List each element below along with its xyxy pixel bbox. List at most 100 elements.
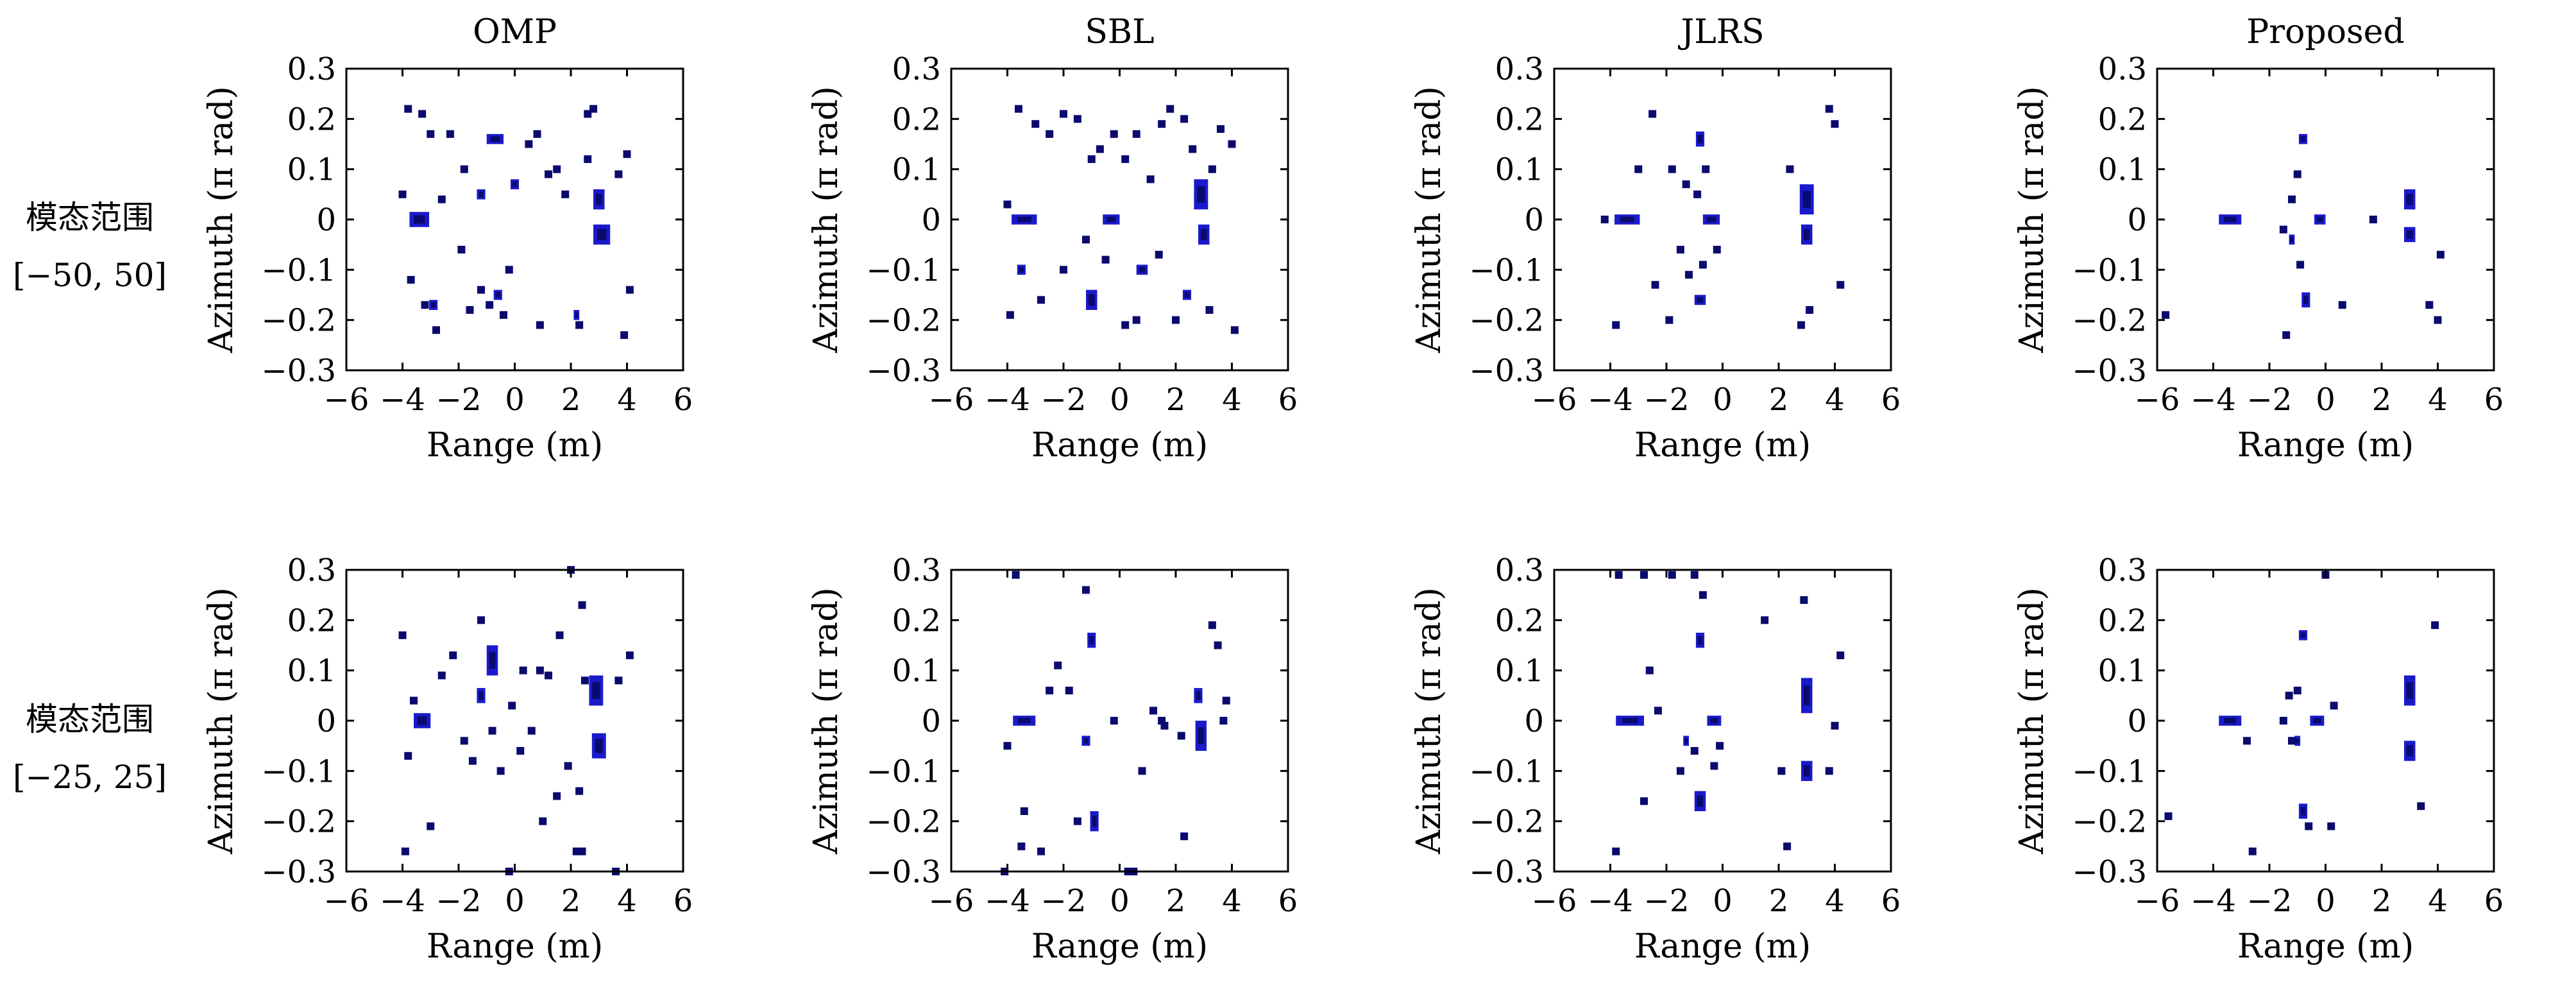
point-mark xyxy=(1640,797,1648,805)
point-mark xyxy=(496,767,505,775)
point-mark xyxy=(575,787,584,795)
x-tick-label: 4 xyxy=(1825,883,1845,919)
y-tick-label: 0.3 xyxy=(2098,553,2147,588)
point-mark xyxy=(1003,742,1012,750)
point-mark xyxy=(1073,817,1081,825)
point-mark xyxy=(1693,190,1702,198)
blob-core-mark xyxy=(489,651,496,669)
blob-core-mark xyxy=(2300,807,2306,816)
point-mark xyxy=(508,701,516,710)
point-mark xyxy=(1082,586,1090,594)
blob-core-mark xyxy=(1197,185,1205,203)
point-mark xyxy=(460,737,468,745)
y-tick-label: 0.2 xyxy=(892,101,941,137)
point-mark xyxy=(561,190,570,198)
blob-core-mark xyxy=(2223,717,2237,724)
point-mark xyxy=(625,651,634,660)
point-mark xyxy=(1121,155,1130,163)
blob-core-mark xyxy=(2406,682,2413,700)
y-tick-label: 0 xyxy=(1524,202,1544,238)
point-mark xyxy=(2162,311,2170,319)
point-mark xyxy=(1634,165,1643,173)
point-mark xyxy=(1132,316,1140,324)
point-mark xyxy=(2279,717,2287,725)
panel-title: JLRS xyxy=(1677,13,1764,51)
x-tick-label: −6 xyxy=(324,382,369,418)
x-tick-label: 2 xyxy=(561,883,581,919)
point-mark xyxy=(1180,832,1189,841)
blob-core-mark xyxy=(2406,745,2413,757)
point-mark xyxy=(1831,120,1839,128)
blob-core-mark xyxy=(495,292,500,298)
y-tick-label: 0.2 xyxy=(287,101,336,137)
point-mark xyxy=(1110,130,1118,138)
plot-frame xyxy=(2156,569,2495,873)
y-tick-label: −0.1 xyxy=(866,753,941,789)
point-mark xyxy=(539,817,547,825)
blob-core-mark xyxy=(597,228,607,241)
point-mark xyxy=(553,165,561,173)
point-mark xyxy=(449,651,457,660)
point-mark xyxy=(1612,847,1620,855)
point-mark xyxy=(2434,316,2442,324)
blob-core-mark xyxy=(1017,717,1031,724)
point-mark xyxy=(1690,747,1699,755)
point-mark xyxy=(410,696,418,705)
point-mark xyxy=(1685,271,1693,279)
y-tick-label: −0.1 xyxy=(2072,753,2147,789)
point-mark xyxy=(1037,296,1045,304)
point-mark xyxy=(1690,571,1699,579)
x-tick-label: −6 xyxy=(929,883,974,919)
point-mark xyxy=(1665,316,1674,324)
x-tick-label: −6 xyxy=(2135,382,2180,418)
point-mark xyxy=(2293,687,2301,694)
point-mark xyxy=(1073,115,1081,123)
point-mark xyxy=(1806,306,1814,314)
y-tick-label: 0.2 xyxy=(2098,603,2147,639)
x-tick-label: 0 xyxy=(2316,382,2335,418)
plot-frame xyxy=(345,569,684,873)
y-tick-label: −0.2 xyxy=(1469,804,1544,840)
blob-core-mark xyxy=(1697,296,1704,303)
point-mark xyxy=(1219,717,1228,725)
blob-core-mark xyxy=(512,181,518,187)
point-mark xyxy=(1132,130,1140,138)
y-tick-label: 0.3 xyxy=(1495,553,1544,588)
point-mark xyxy=(418,110,427,118)
point-mark xyxy=(1015,105,1022,113)
y-tick-label: 0.1 xyxy=(287,152,336,188)
point-mark xyxy=(623,150,631,159)
x-tick-label: 6 xyxy=(674,382,693,418)
x-tick-label: 0 xyxy=(505,883,525,919)
point-mark xyxy=(1006,311,1014,319)
point-mark xyxy=(578,601,586,609)
point-mark xyxy=(1716,742,1724,750)
point-mark xyxy=(1710,762,1718,770)
blob-core-mark xyxy=(2300,136,2306,142)
y-axis-label: Azimuth (π rad) xyxy=(1410,587,1448,855)
point-mark xyxy=(398,631,407,639)
y-tick-label: −0.2 xyxy=(866,804,941,840)
x-tick-label: −2 xyxy=(2247,883,2292,919)
point-mark xyxy=(427,130,435,138)
x-tick-label: −6 xyxy=(2135,883,2180,919)
x-tick-label: −4 xyxy=(985,382,1030,418)
x-tick-label: 6 xyxy=(1881,883,1901,919)
y-tick-label: 0.1 xyxy=(892,152,941,188)
blob-core-mark xyxy=(2290,236,2294,243)
point-mark xyxy=(1046,687,1054,694)
blob-core-mark xyxy=(490,136,500,142)
point-mark xyxy=(1149,707,1157,715)
point-mark xyxy=(2330,701,2338,710)
point-mark xyxy=(1082,236,1090,244)
point-mark xyxy=(1668,571,1676,579)
y-tick-label: 0.1 xyxy=(287,653,336,689)
x-tick-label: −2 xyxy=(1644,883,1690,919)
y-tick-label: 0 xyxy=(921,202,941,238)
point-mark xyxy=(2282,331,2291,339)
plot-frame xyxy=(950,569,1289,873)
blob-core-mark xyxy=(1196,691,1201,700)
